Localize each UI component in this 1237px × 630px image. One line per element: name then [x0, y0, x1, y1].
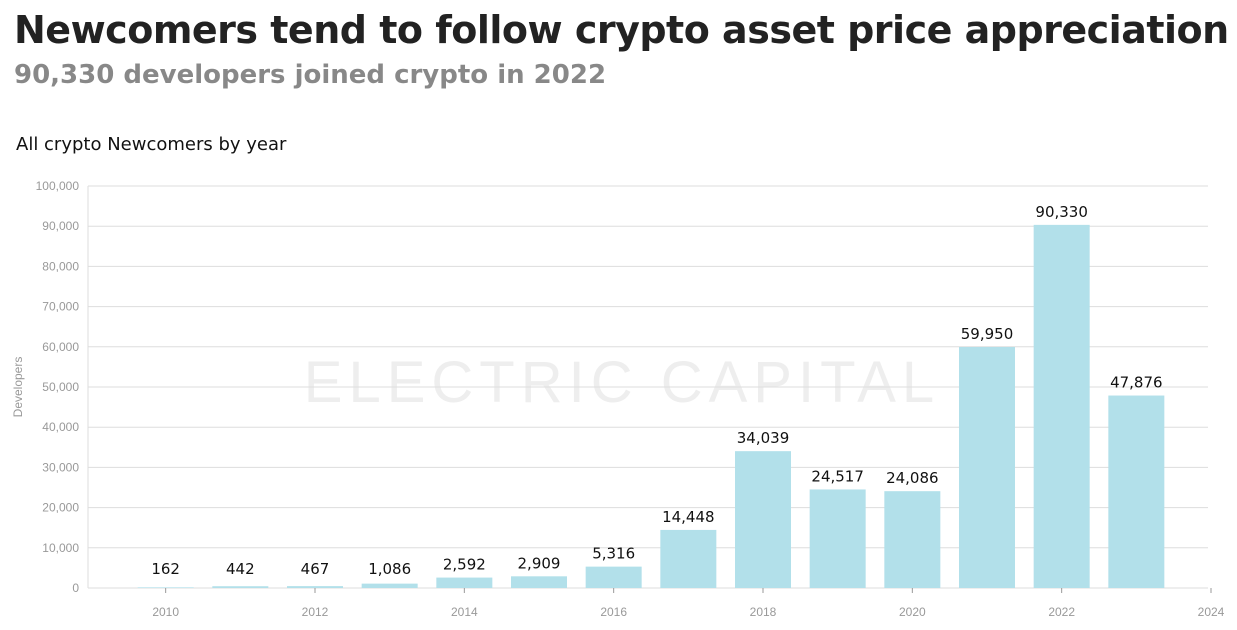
x-tick-label: 2018 [750, 605, 777, 619]
bar-2018 [735, 451, 791, 588]
y-tick-label: 100,000 [36, 179, 80, 193]
bar-2012 [287, 586, 343, 588]
data-label-2013: 1,086 [368, 560, 411, 578]
bar-2020 [884, 491, 941, 588]
data-label-2011: 442 [226, 560, 255, 578]
y-tick-label: 60,000 [42, 340, 79, 354]
y-tick-label: 10,000 [42, 541, 79, 555]
data-label-2010: 162 [151, 560, 180, 578]
bar-2019 [809, 489, 866, 588]
page-subtitle: 90,330 developers joined crypto in 2022 [14, 60, 607, 90]
data-label-2023: 47,876 [1110, 374, 1163, 392]
y-tick-label: 70,000 [42, 300, 79, 314]
bar-2023 [1108, 395, 1165, 588]
x-tick-label: 2022 [1048, 605, 1075, 619]
data-label-2021: 59,950 [961, 325, 1014, 343]
bar-2014 [436, 577, 493, 588]
data-label-2015: 2,909 [518, 554, 561, 572]
x-tick-label: 2024 [1198, 605, 1225, 619]
y-tick-label: 50,000 [42, 380, 79, 394]
y-tick-label: 0 [72, 581, 79, 595]
chart-title: All crypto Newcomers by year [16, 134, 287, 155]
x-tick-label: 2010 [152, 605, 179, 619]
x-tick-label: 2012 [302, 605, 329, 619]
y-tick-label: 30,000 [42, 460, 79, 474]
data-label-2014: 2,592 [443, 556, 486, 574]
bar-2013 [361, 583, 418, 588]
watermark: ELECTRIC CAPITAL [304, 350, 940, 415]
bar-2016 [585, 566, 642, 588]
y-axis-label: Developers [11, 357, 25, 418]
data-label-2018: 34,039 [737, 429, 790, 447]
y-tick-label: 80,000 [42, 259, 79, 273]
bar-2017 [660, 529, 717, 588]
y-tick-label: 20,000 [42, 501, 79, 515]
data-label-2012: 467 [301, 560, 330, 578]
data-label-2019: 24,517 [811, 467, 864, 485]
bar-2011 [212, 586, 269, 588]
data-label-2020: 24,086 [886, 469, 939, 487]
y-tick-label: 90,000 [42, 219, 79, 233]
x-tick-label: 2014 [451, 605, 478, 619]
x-tick-label: 2020 [899, 605, 926, 619]
bar-2022 [1033, 224, 1090, 588]
y-tick-label: 40,000 [42, 420, 79, 434]
bar-2010 [137, 587, 194, 588]
bar-2015 [511, 576, 567, 588]
data-label-2016: 5,316 [592, 545, 635, 563]
data-label-2017: 14,448 [662, 508, 715, 526]
page-title: Newcomers tend to follow crypto asset pr… [14, 8, 1229, 52]
bar-2021 [959, 347, 1015, 588]
x-tick-label: 2016 [600, 605, 627, 619]
data-label-2022: 90,330 [1035, 203, 1088, 221]
